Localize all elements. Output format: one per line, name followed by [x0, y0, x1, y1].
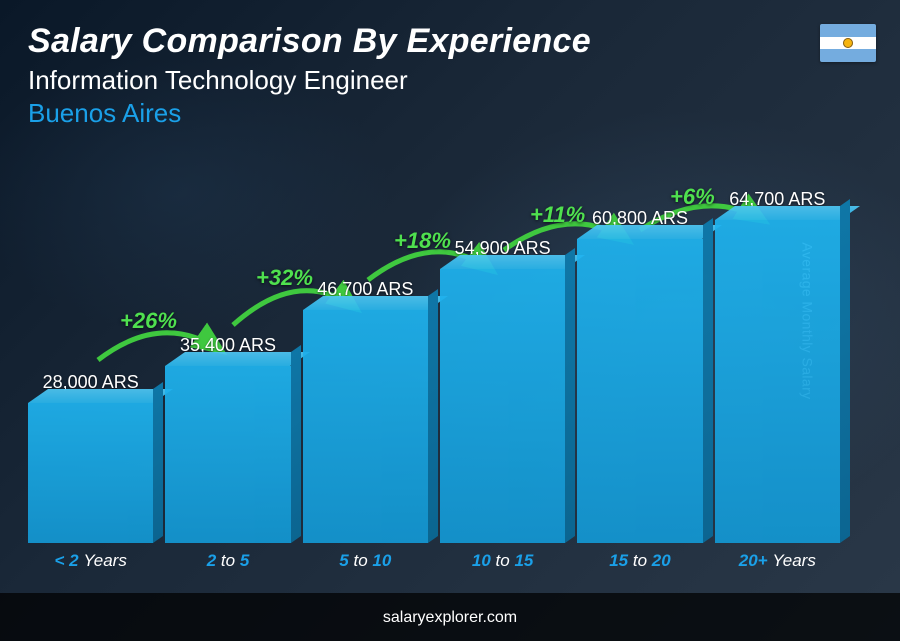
- xlabel-4: 15 to 20: [577, 551, 702, 571]
- flag-stripe-top: [820, 24, 876, 37]
- bar-col-2: 46,700 ARS: [303, 279, 428, 543]
- chart-subtitle: Information Technology Engineer: [28, 65, 810, 96]
- bar-2: [303, 310, 428, 543]
- header: Salary Comparison By Experience Informat…: [28, 22, 810, 129]
- bar-0: [28, 403, 153, 543]
- chart-location: Buenos Aires: [28, 98, 810, 129]
- bars-container: 28,000 ARS 35,400 ARS 46,700 ARS 54,900 …: [28, 180, 840, 543]
- bar-col-4: 60,800 ARS: [577, 208, 702, 543]
- chart-title: Salary Comparison By Experience: [28, 22, 810, 61]
- bar-4: [577, 239, 702, 543]
- xlabel-0: < 2 Years: [28, 551, 153, 571]
- flag-stripe-mid: [820, 37, 876, 50]
- chart-area: +26% +32% +18% +11% +6% 28,000 ARS 35,40…: [28, 180, 840, 571]
- x-axis-labels: < 2 Years 2 to 5 5 to 10 10 to 15 15 to …: [28, 551, 840, 571]
- flag-argentina: [820, 24, 876, 62]
- infographic-canvas: Salary Comparison By Experience Informat…: [0, 0, 900, 641]
- xlabel-5: 20+ Years: [715, 551, 840, 571]
- bar-5: [715, 220, 840, 543]
- footer-text: salaryexplorer.com: [0, 609, 900, 627]
- bar-3: [440, 269, 565, 543]
- bar-1: [165, 366, 290, 543]
- bar-col-0: 28,000 ARS: [28, 372, 153, 543]
- xlabel-1: 2 to 5: [165, 551, 290, 571]
- flag-stripe-bot: [820, 49, 876, 62]
- xlabel-3: 10 to 15: [440, 551, 565, 571]
- bar-col-5: 64,700 ARS: [715, 189, 840, 543]
- xlabel-2: 5 to 10: [303, 551, 428, 571]
- bar-col-1: 35,400 ARS: [165, 335, 290, 543]
- bar-col-3: 54,900 ARS: [440, 238, 565, 543]
- flag-sun-icon: [843, 38, 853, 48]
